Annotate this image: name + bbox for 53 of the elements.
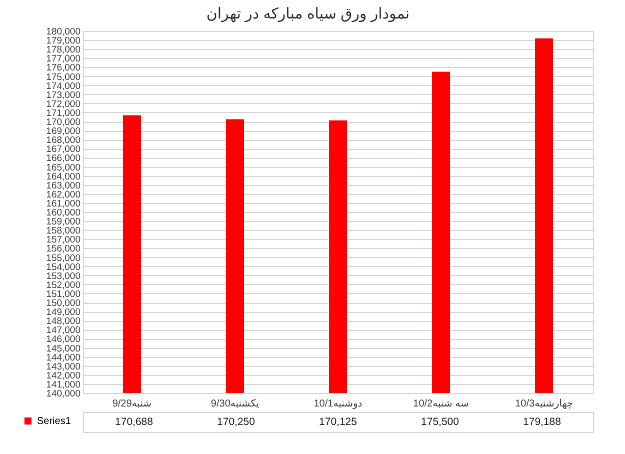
- y-tick-label: 166,000: [46, 153, 80, 164]
- y-tick-label: 156,000: [46, 244, 80, 255]
- y-tick-label: 159,000: [46, 216, 80, 228]
- y-tick-label: 171,000: [46, 108, 80, 119]
- y-tick-label: 160,000: [46, 208, 80, 218]
- y-tick-label: 151,000: [46, 288, 80, 300]
- y-tick-label: 158,000: [46, 226, 80, 237]
- chart-title: نمودار ورق سیاه مبارکه در تهران: [206, 6, 410, 22]
- data-label: 179,188: [523, 416, 562, 428]
- data-label: 170,688: [115, 416, 154, 428]
- y-tick-label: 177,000: [46, 54, 80, 65]
- y-tick-label: 148,000: [46, 316, 80, 328]
- y-tick-label: 157,000: [46, 234, 80, 246]
- y-tick-label: 176,000: [46, 62, 80, 74]
- y-tick-label: 154,000: [46, 262, 80, 273]
- y-tick-label: 178,000: [46, 44, 80, 56]
- legend-label: Series1: [37, 416, 72, 427]
- y-tick-label: 141,000: [46, 379, 80, 390]
- y-tick-label: 147,000: [46, 325, 80, 336]
- y-tick-label: 140,000: [46, 388, 80, 400]
- y-tick-label: 174,000: [46, 80, 80, 92]
- y-tick-label: 144,000: [46, 352, 80, 364]
- data-label: 170,125: [319, 416, 358, 428]
- y-tick-label: 172,000: [46, 98, 80, 110]
- data-label: 175,500: [421, 416, 460, 428]
- x-tick-label: 10/2سه شنبه: [413, 398, 469, 410]
- x-tick-label: 10/1دوشنبه: [314, 398, 362, 410]
- y-tick-label: 153,000: [46, 270, 80, 282]
- x-tick-label: 9/30یکشنبه: [210, 398, 260, 410]
- y-tick-label: 142,000: [46, 370, 80, 382]
- y-tick-label: 163,000: [46, 180, 80, 192]
- y-tick-label: 165,000: [46, 162, 80, 174]
- y-tick-label: 164,000: [46, 171, 80, 182]
- y-tick-label: 180,000: [46, 26, 80, 38]
- y-tick-label: 145,000: [46, 343, 80, 354]
- data-label: 170,250: [217, 416, 256, 428]
- y-tick-label: 167,000: [46, 144, 80, 156]
- y-tick-label: 149,000: [46, 307, 80, 318]
- y-tick-label: 161,000: [46, 198, 80, 210]
- y-tick-label: 152,000: [46, 280, 80, 291]
- y-tick-label: 169,000: [46, 126, 80, 138]
- x-tick-label: 9/29شنبه: [112, 398, 152, 410]
- y-tick-label: 168,000: [46, 135, 80, 146]
- y-tick-label: 146,000: [46, 334, 80, 346]
- y-tick-label: 179,000: [46, 36, 80, 47]
- y-tick-label: 170,000: [46, 117, 80, 128]
- y-tick-label: 150,000: [46, 298, 80, 309]
- y-tick-label: 143,000: [46, 361, 80, 372]
- y-tick-label: 173,000: [46, 90, 80, 101]
- x-tick-label: 10/3چهارشنبه: [515, 398, 574, 410]
- y-tick-label: 175,000: [46, 72, 80, 83]
- y-tick-label: 155,000: [46, 252, 80, 264]
- y-tick-label: 162,000: [46, 189, 80, 200]
